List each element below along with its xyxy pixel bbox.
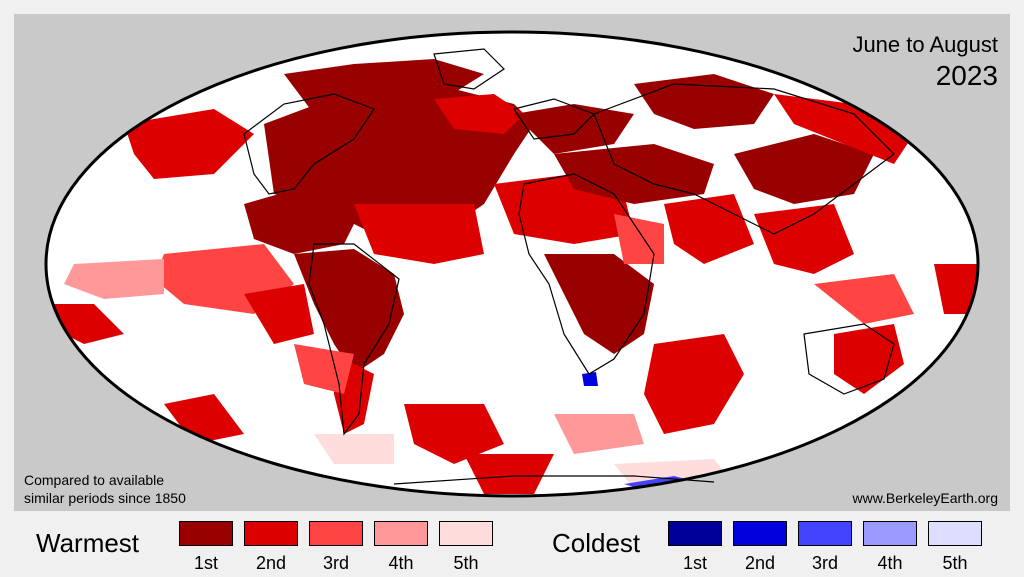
comparison-note: Compared to available similar periods si… — [24, 471, 186, 507]
region-north-pacific-2nd — [124, 109, 254, 179]
legend-coldest-label-3: 3rd — [811, 553, 838, 573]
coastline-asia — [593, 83, 895, 235]
comparison-note-line-2: similar periods since 1850 — [24, 490, 186, 506]
title-period: June to August — [852, 32, 998, 57]
legend-warmest-label-5: 5th — [453, 553, 479, 573]
legend-coldest-swatch-1 — [668, 521, 722, 546]
region-australia-record — [834, 324, 904, 394]
legend-coldest-label-1: 1st — [682, 553, 707, 573]
region-pacific-2nd — [244, 284, 314, 344]
legend-warmest-label-3: 3rd — [322, 553, 349, 573]
coastline-north-america — [243, 93, 375, 195]
legend-coldest-swatch-2 — [733, 521, 787, 546]
region-indian-ocean-record — [644, 334, 744, 434]
region-europe-record — [514, 104, 634, 154]
region-caribbean-record — [244, 184, 364, 254]
legend-warmest-label-1: 1st — [193, 553, 218, 573]
region-southern-ocean-2nd — [464, 454, 554, 494]
legend-warmest-swatch-2 — [244, 521, 298, 546]
region-south-pacific-3rd — [294, 344, 354, 394]
legend-warmest-swatch-4 — [374, 521, 428, 546]
coastlines — [243, 48, 895, 485]
region-southern-ocean-record — [404, 404, 504, 464]
legend-warmest-swatch-5 — [439, 521, 493, 546]
region-east-asia-record — [734, 134, 874, 204]
credit-url: www.BerkeleyEarth.org — [852, 490, 998, 506]
region-tropical-atlantic-record — [354, 204, 484, 264]
legend-warmest-label-2: 2nd — [255, 553, 287, 573]
region-south-atlantic-cold-2nd — [582, 372, 598, 386]
region-siberia-2nd — [774, 94, 914, 164]
legend-coldest-label-2: 2nd — [744, 553, 776, 573]
globe-border — [44, 30, 980, 498]
region-south-asia-2nd — [664, 194, 754, 264]
comparison-note-line-1: Compared to available — [24, 472, 165, 488]
region-arctic-record — [284, 59, 484, 114]
region-greenland-sea-2nd — [434, 94, 524, 134]
legend-coldest-label-5: 5th — [942, 553, 968, 573]
legend-warmest-swatch-3 — [309, 521, 363, 546]
region-africa-record — [544, 254, 654, 354]
coastline-europe — [513, 98, 596, 140]
coastline-south-america — [308, 243, 400, 436]
legend-warmest-swatch-1 — [179, 521, 233, 546]
legend-coldest-swatch-3 — [798, 521, 852, 546]
legend-coldest-label-4: 4th — [877, 553, 903, 573]
region-pacific-east-edge-2nd — [934, 264, 978, 314]
legend-warmest-label-4: 4th — [388, 553, 414, 573]
legend-coldest-swatch-4 — [863, 521, 917, 546]
region-africa-east-3rd — [614, 214, 664, 264]
world-map — [44, 30, 980, 498]
region-west-pacific-3rd — [814, 274, 914, 324]
region-south-america-record — [294, 249, 404, 374]
region-east-pacific-4th — [64, 259, 164, 299]
legend-coldest-swatch-5 — [928, 521, 982, 546]
coastline-africa — [518, 173, 655, 375]
coastline-antarctica — [393, 475, 715, 485]
region-southern-ocean-5th — [314, 434, 394, 464]
map-panel: June to August 2023 Compared to availabl… — [14, 14, 1010, 511]
region-southeast-pacific-2nd — [164, 394, 244, 444]
legend-coldest-title: Coldest — [552, 528, 641, 558]
region-southern-ocean-4th — [554, 414, 644, 454]
coastline-australia — [803, 323, 895, 395]
title-year: 2023 — [935, 60, 998, 91]
coastline-greenland — [433, 48, 505, 90]
record-anomaly-layer — [46, 59, 978, 496]
region-southeast-asia-2nd — [754, 204, 854, 274]
legend-warmest-title: Warmest — [36, 528, 140, 558]
